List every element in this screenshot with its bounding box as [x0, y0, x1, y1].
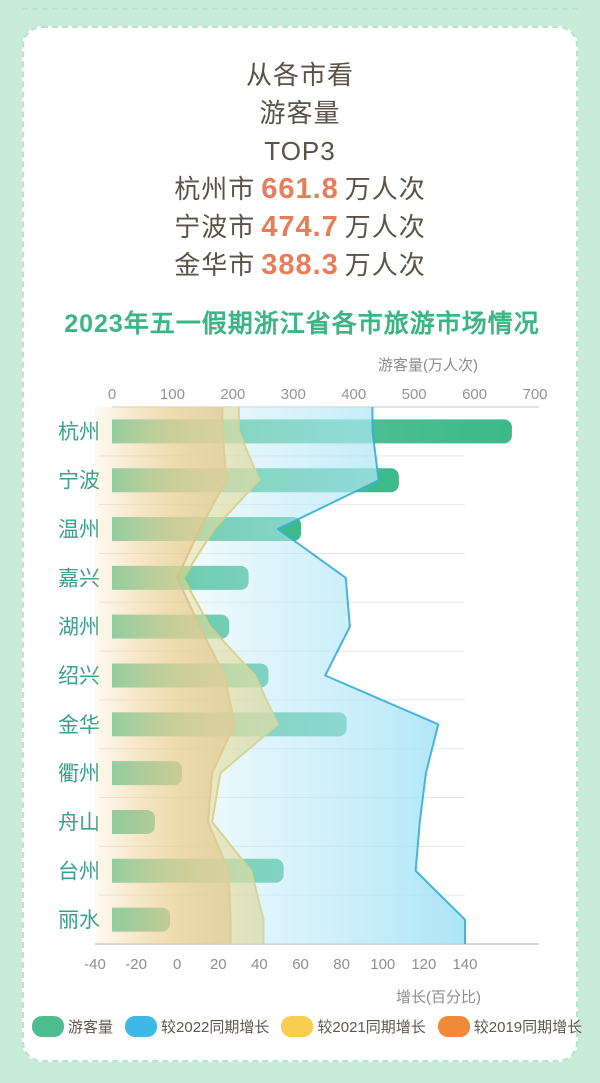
legend-swatch-orange	[437, 1016, 470, 1037]
legend-item-vs2022: 较2022同期增长	[125, 1016, 269, 1037]
infographic-card: 从各市看 游客量 TOP3 杭州市 661.8 万人次 宁波市 474.7 万人次 金华…	[22, 26, 582, 1062]
category-label-5: 绍兴	[58, 665, 100, 688]
chart-svg: 0 100 200 300 400 500 600 700 -40 -20 0 20 40 60 80 100…	[58, 386, 548, 973]
category-label-6: 金华	[58, 714, 100, 737]
legend-item-visitors: 游客量	[32, 1016, 113, 1037]
bottom-tick-label: 40	[251, 956, 268, 973]
bottom-tick-label: -20	[125, 956, 147, 973]
top-tick-label: 400	[341, 386, 366, 403]
category-label-4: 湖州	[58, 616, 100, 639]
header-line-3: TOP3	[264, 136, 336, 166]
chart-title: 2023年五一假期浙江省各市旅游市场情况	[64, 310, 540, 338]
bottom-axis-ticks: -40 -20 0 20 40 60 80 100 120 140	[84, 956, 477, 973]
bottom-tick-label: 80	[333, 956, 350, 973]
top3-stat-2: 宁波市 474.7 万人次	[24, 208, 576, 246]
legend-swatch-green	[32, 1016, 64, 1037]
legend-label: 较2019同期增长	[473, 1019, 583, 1036]
legend-label: 游客量	[68, 1019, 114, 1036]
stat-value: 474.7	[261, 211, 339, 243]
stat-value: 661.8	[261, 173, 339, 205]
top-tick-label: 200	[220, 386, 245, 403]
legend-swatch-yellow	[281, 1016, 314, 1037]
top-axis-ticks: 0 100 200 300 400 500 600 700	[108, 386, 548, 403]
area-vs2022-line	[276, 407, 466, 944]
bottom-axis-title: 增长(百分比)	[396, 989, 481, 1006]
stat-city: 杭州市	[174, 174, 256, 204]
bottom-tick-label: 0	[173, 956, 181, 973]
stat-unit: 万人次	[344, 212, 426, 242]
stat-value: 388.3	[261, 249, 339, 281]
top-tick-label: 0	[108, 386, 116, 403]
previous-card-edge	[22, 8, 578, 10]
legend-label: 较2021同期增长	[317, 1019, 426, 1036]
bottom-tick-label: 140	[452, 956, 477, 973]
top3-stat-1: 杭州市 661.8 万人次	[24, 170, 576, 208]
chart-legend: 游客量 较2022同期增长 较2021同期增长 较2019同期增长	[32, 1016, 594, 1037]
category-label-8: 舟山	[58, 811, 100, 834]
legend-label: 较2022同期增长	[161, 1019, 270, 1036]
top-tick-label: 700	[522, 386, 547, 403]
legend-swatch-blue	[125, 1016, 158, 1037]
top3-stat-3: 金华市 388.3 万人次	[24, 246, 576, 284]
bottom-tick-label: 100	[370, 956, 395, 973]
top-axis-title: 游客量(万人次)	[378, 357, 478, 374]
bottom-tick-label: 60	[292, 956, 309, 973]
category-label-1: 宁波	[58, 470, 100, 493]
top-tick-label: 300	[281, 386, 306, 403]
category-label-9: 台州	[58, 860, 100, 883]
bottom-tick-label: 120	[411, 956, 436, 973]
top-tick-label: 500	[402, 386, 427, 403]
stat-unit: 万人次	[344, 174, 426, 204]
category-label-2: 温州	[58, 519, 100, 542]
bottom-tick-label: -40	[84, 956, 106, 973]
header-line-2: 游客量	[259, 98, 341, 128]
category-label-7: 衢州	[58, 763, 100, 786]
stat-city: 宁波市	[174, 212, 256, 242]
stat-unit: 万人次	[344, 250, 426, 280]
bottom-tick-label: 20	[210, 956, 227, 973]
top-tick-label: 100	[160, 386, 185, 403]
header-line-1: 从各市看	[245, 60, 354, 90]
category-label-0: 杭州	[58, 421, 100, 444]
header-block: 从各市看 游客量 TOP3 杭州市 661.8 万人次 宁波市 474.7 万人次 金华…	[24, 56, 576, 284]
area-vs2022	[95, 407, 466, 944]
area-vs2022-fill	[95, 407, 465, 944]
legend-item-vs2021: 较2021同期增长	[281, 1016, 426, 1037]
legend-item-vs2019: 较2019同期增长	[437, 1016, 583, 1037]
category-label-10: 丽水	[58, 909, 100, 932]
top-tick-label: 600	[462, 386, 487, 403]
category-label-3: 嘉兴	[58, 567, 100, 590]
stat-city: 金华市	[174, 250, 256, 280]
